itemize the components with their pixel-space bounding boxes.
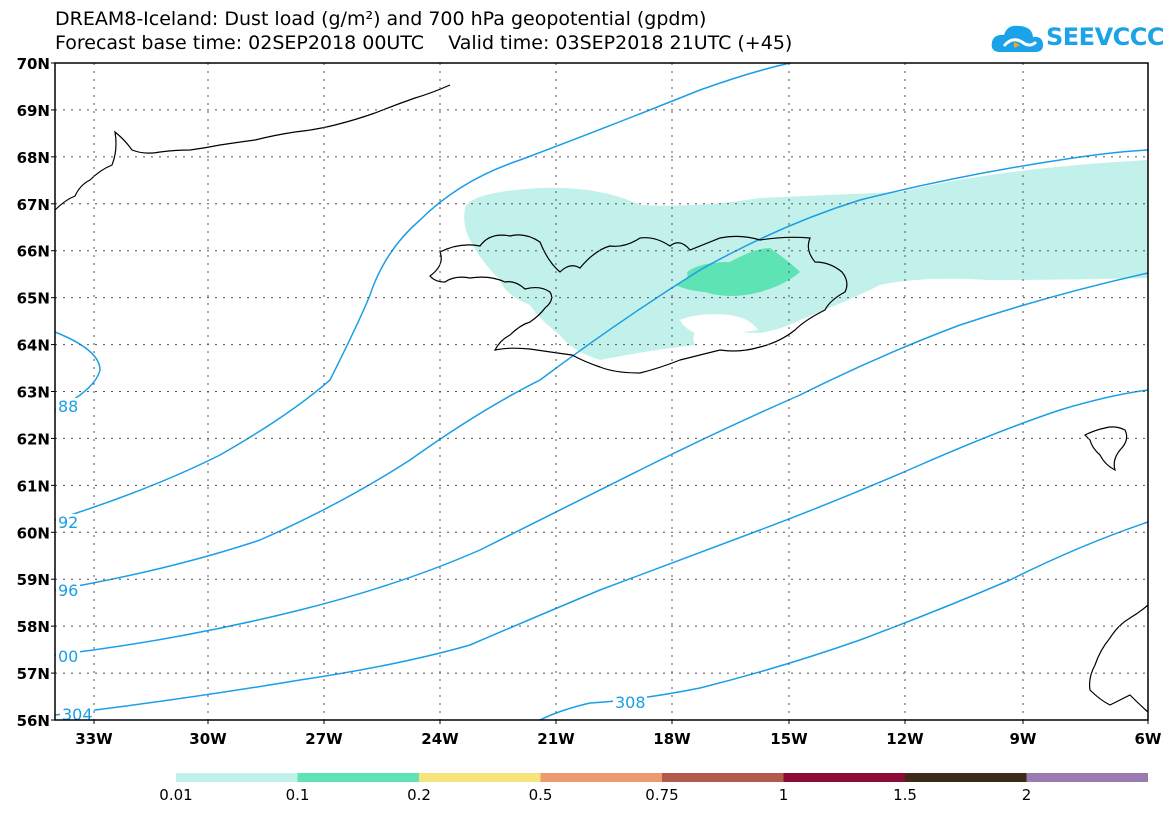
latitude-label: 66N: [17, 243, 50, 261]
latitude-label: 58N: [17, 618, 50, 636]
contour-label: 88: [58, 397, 78, 416]
contour-label-background: [56, 648, 80, 665]
dust-load-shading: [464, 160, 1148, 360]
latitude-label: 67N: [17, 196, 50, 214]
contour-label: 92: [58, 513, 78, 532]
longitude-label: 18W: [653, 730, 691, 748]
colorbar-label: 0.01: [159, 786, 192, 804]
dust-region-low: [464, 160, 1148, 360]
faroe-islands-coastline: [1083, 426, 1128, 472]
colorbar-label: 1.5: [893, 786, 917, 804]
latitude-label: 65N: [17, 290, 50, 308]
greenland-coastline: [54, 84, 451, 211]
colorbar-segment: [419, 773, 541, 782]
latitude-label: 68N: [17, 149, 50, 167]
geopotential-contour-line: [539, 521, 1149, 721]
dust-load-colorbar: 0.01 0.1 0.2 0.5 0.75 1 1.5 2: [159, 773, 1148, 804]
scotland-coastline: [1088, 604, 1149, 713]
longitude-label: 21W: [537, 730, 575, 748]
geopotential-contour-line: [54, 272, 1149, 656]
latitude-label: 56N: [17, 712, 50, 730]
colorbar-segment: [1026, 773, 1148, 782]
colorbar-segment: [540, 773, 662, 782]
colorbar-label: 0.2: [407, 786, 431, 804]
contour-label-background: [56, 398, 80, 415]
latitude-label: 62N: [17, 430, 50, 448]
map-title: DREAM8-Iceland: Dust load (g/m²) and 700…: [55, 8, 707, 30]
contour-label: 304: [62, 705, 93, 724]
longitude-label: 6W: [1135, 730, 1162, 748]
contour-label: 00: [58, 647, 78, 666]
latitude-label: 64N: [17, 337, 50, 355]
contour-label-background: [613, 694, 647, 711]
colorbar-segment: [297, 773, 419, 782]
seevccc-logo: SEEVCCC: [990, 18, 1165, 58]
colorbar-label: 0.5: [529, 786, 553, 804]
colorbar-label: 2: [1022, 786, 1032, 804]
latitude-label: 61N: [17, 477, 50, 495]
longitude-label: 15W: [770, 730, 808, 748]
latitude-label: 57N: [17, 665, 50, 683]
iceland-coastline: [429, 234, 848, 374]
latitude-label: 59N: [17, 571, 50, 589]
longitude-label: 27W: [305, 730, 343, 748]
contour-label: 96: [58, 581, 78, 600]
colorbar-label: 0.75: [645, 786, 678, 804]
geopotential-contour-line: [54, 389, 1149, 716]
graticule: [55, 63, 1148, 720]
colorbar-segment: [662, 773, 784, 782]
longitude-label: 24W: [421, 730, 459, 748]
longitude-label: 12W: [886, 730, 924, 748]
geopotential-contours: 88 92 96 00 304 308: [54, 62, 1149, 724]
geopotential-contour-line: [54, 149, 1149, 591]
longitude-label: 33W: [75, 730, 113, 748]
colorbar-segment: [176, 773, 298, 782]
geopotential-contour-line: [54, 331, 101, 411]
coastlines: [54, 84, 1149, 713]
colorbar-segment: [783, 773, 905, 782]
contour-label-background: [60, 706, 94, 723]
longitude-labels: 33W 30W 27W 24W 21W 18W 15W 12W 9W 6W: [75, 720, 1162, 748]
dust-region-clear-hole: [680, 314, 758, 335]
dust-region-medium: [676, 248, 800, 296]
longitude-label: 9W: [1010, 730, 1037, 748]
forecast-time-subtitle: Forecast base time: 02SEP2018 00UTC Vali…: [55, 32, 793, 54]
contour-label-background: [56, 582, 80, 599]
latitude-labels: 70N 69N 68N 67N 66N 65N 64N 63N 62N 61N 60N 59N 58N 5…: [17, 55, 55, 730]
latitude-label: 69N: [17, 102, 50, 120]
latitude-label: 70N: [17, 55, 50, 73]
contour-label-background: [56, 514, 80, 531]
colorbar-label: 0.1: [286, 786, 310, 804]
colorbar-label: 1: [779, 786, 789, 804]
latitude-label: 63N: [17, 384, 50, 402]
cloud-logo-icon: [991, 25, 1043, 52]
logo-text: SEEVCCC: [1046, 23, 1165, 51]
colorbar-segment: [905, 773, 1027, 782]
latitude-label: 60N: [17, 524, 50, 542]
geopotential-contour-line: [54, 62, 791, 521]
contour-label: 308: [615, 693, 646, 712]
longitude-label: 30W: [189, 730, 227, 748]
